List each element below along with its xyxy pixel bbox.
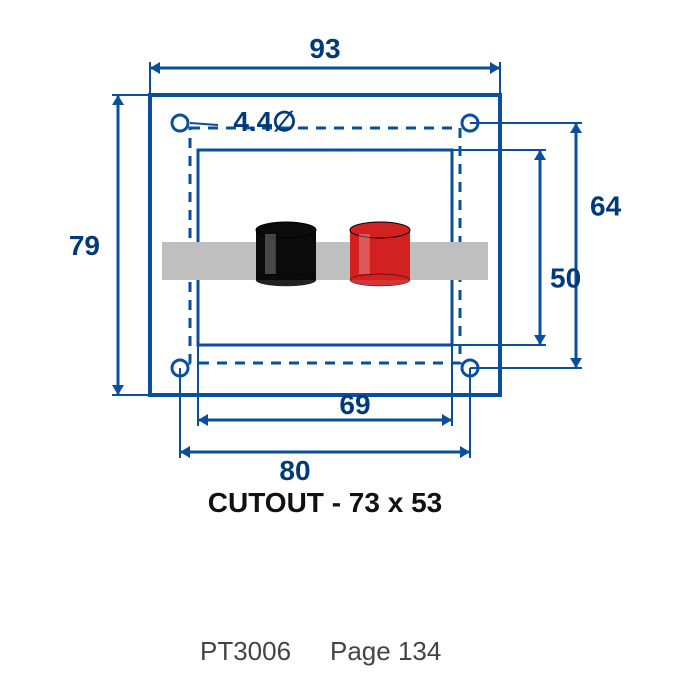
dim-height-left: 79 (69, 230, 100, 261)
arrowhead (180, 446, 190, 458)
arrowhead (570, 123, 582, 133)
arrowhead (460, 446, 470, 458)
arrowhead (442, 414, 452, 426)
arrowhead (490, 62, 500, 74)
terminal-red-highlight (359, 234, 370, 274)
dim-bottom-inner: 69 (339, 389, 370, 420)
arrowhead (150, 62, 160, 74)
arrowhead (570, 358, 582, 368)
cutout-label: CUTOUT - 73 x 53 (208, 487, 442, 518)
hole-leader (190, 123, 218, 125)
arrowhead (112, 95, 124, 105)
arrowhead (534, 335, 546, 345)
dim-height-right-inner: 50 (550, 263, 581, 294)
center-bar (162, 242, 488, 280)
footer-part: PT3006 (200, 636, 291, 666)
terminal-red-bottom (350, 274, 410, 286)
mounting-hole (172, 115, 188, 131)
dim-width-top: 93 (309, 33, 340, 64)
dim-bottom-outer: 80 (279, 455, 310, 486)
dim-hole-diam: 4.4∅ (233, 106, 296, 137)
terminal-black-highlight (265, 234, 276, 274)
arrowhead (198, 414, 208, 426)
arrowhead (534, 150, 546, 160)
terminal-black-bottom (256, 274, 316, 286)
dim-height-right-outer: 64 (590, 191, 622, 222)
arrowhead (112, 385, 124, 395)
footer-page: Page 134 (330, 636, 441, 666)
